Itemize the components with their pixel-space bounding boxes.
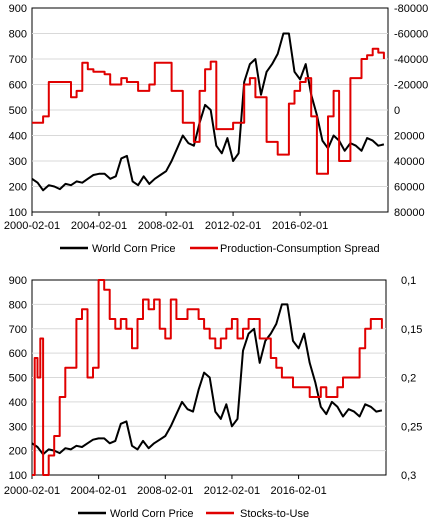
y-left-tick-label: 100 — [9, 470, 27, 482]
y-left-tick-label: 500 — [9, 373, 27, 385]
y-left-tick-label: 600 — [9, 348, 27, 360]
series-line-red — [32, 47, 385, 175]
y-left-tick-label: 800 — [9, 299, 27, 311]
series-line-black — [31, 32, 385, 192]
y-left-tick-label: 200 — [9, 182, 27, 194]
legend-item: World Corn Price — [60, 243, 176, 255]
x-tick-label: 2008-02-01 — [138, 220, 194, 232]
x-tick-label: 2008-02-01 — [137, 485, 193, 497]
y-right-tick-label: 0,2 — [401, 373, 416, 385]
y-right-tick-label: 60000 — [394, 182, 425, 194]
y-right-tick-label: 0,15 — [401, 324, 422, 336]
y-left-tick-label: 200 — [9, 446, 27, 458]
y-left-tick-label: 400 — [9, 397, 27, 409]
legend-item: Production-Consumption Spread — [190, 243, 380, 255]
legend-label: World Corn Price — [110, 508, 194, 520]
y-right-tick-label: 0,25 — [401, 421, 422, 433]
series-line-black — [31, 303, 383, 456]
y-right-tick-label: -20000 — [394, 80, 428, 92]
y-right-tick-label: 40000 — [394, 156, 425, 168]
y-right-tick-label: 0 — [394, 105, 400, 117]
y-left-tick-label: 900 — [9, 275, 27, 287]
y-left-tick-label: 700 — [9, 324, 27, 336]
chart-panel-1: 900 800 700 600 500 400 300 200 100 -80000 -60000 -… — [4, 3, 428, 255]
x-tick-label: 2000-02-01 — [4, 485, 60, 497]
y-left-tick-label: 500 — [9, 105, 27, 117]
x-tick-label: 2012-02-01 — [204, 485, 260, 497]
legend-label: Stocks-to-Use — [240, 508, 309, 520]
x-tick-label: 2016-02-01 — [272, 220, 328, 232]
y-right-tick-label: 80000 — [394, 207, 425, 219]
x-tick-label: 2000-02-01 — [4, 220, 60, 232]
y-right-tick-label: 0,1 — [401, 275, 416, 287]
y-left-tick-label: 700 — [9, 54, 27, 66]
x-tick-label: 2004-02-01 — [71, 220, 127, 232]
series-line-red — [32, 279, 383, 476]
y-right-tick-label: 0,3 — [401, 470, 416, 482]
x-tick-label: 2012-02-01 — [205, 220, 261, 232]
y-left-tick-label: 300 — [9, 156, 27, 168]
chart-panel-2: 900 800 700 600 500 400 300 200 100 0,1 0,15 0,2 0,2… — [4, 275, 423, 520]
y-left-tick-label: 300 — [9, 421, 27, 433]
y-right-tick-label: -40000 — [394, 54, 428, 66]
x-tick-label: 2004-02-01 — [71, 485, 127, 497]
legend-item: Stocks-to-Use — [206, 508, 309, 520]
y-right-tick-label: 20000 — [394, 131, 425, 143]
y-left-tick-label: 400 — [9, 131, 27, 143]
x-tick-label: 2016-02-01 — [270, 485, 326, 497]
legend-label: World Corn Price — [92, 243, 176, 255]
y-left-tick-label: 800 — [9, 29, 27, 41]
y-left-tick-label: 600 — [9, 80, 27, 92]
legend-item: World Corn Price — [78, 508, 194, 520]
y-right-tick-label: -60000 — [394, 29, 428, 41]
y-right-tick-label: -80000 — [394, 3, 428, 15]
y-left-tick-label: 100 — [9, 207, 27, 219]
y-left-tick-label: 900 — [9, 3, 27, 15]
legend-label: Production-Consumption Spread — [220, 243, 380, 255]
